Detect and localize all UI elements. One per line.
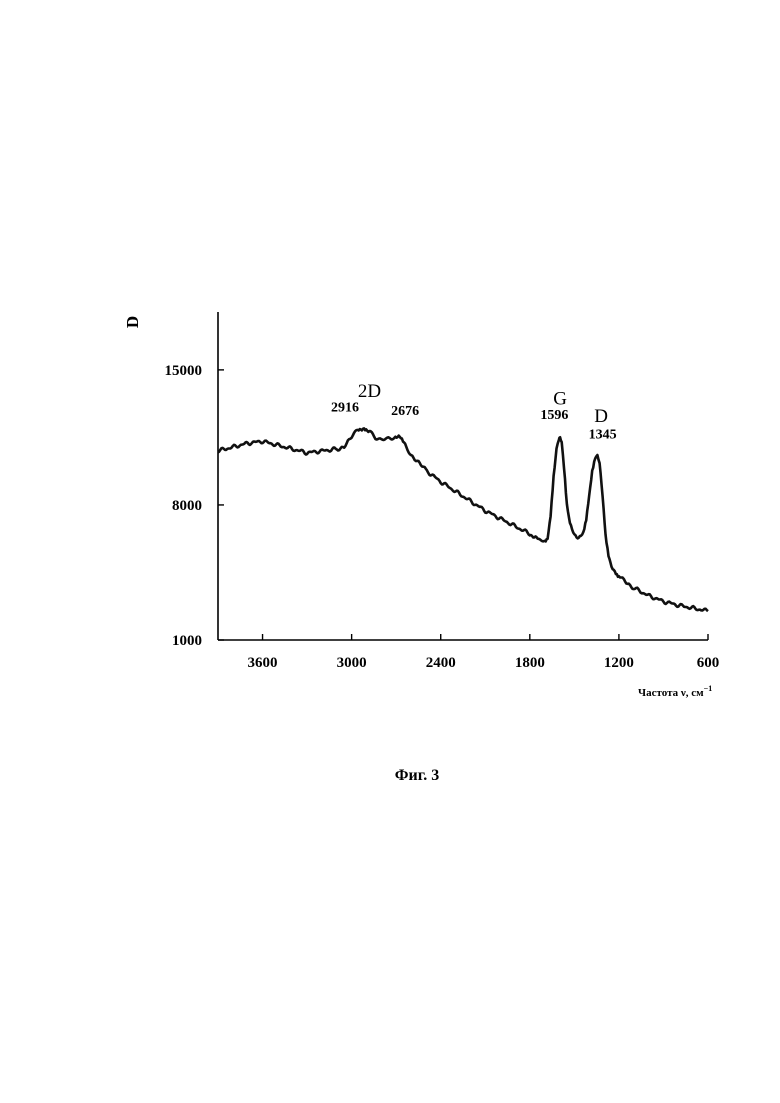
y-tick-label: 1000 [172,633,202,649]
x-tick-label: 600 [697,655,720,671]
y-axis-label: D [123,316,142,328]
figure-caption: Фиг. 3 [395,767,439,784]
band-label: D [594,406,608,427]
band-label: 2D [358,381,381,402]
x-tick-label: 3000 [337,655,367,671]
x-axis-label-text: Частота ν, см [638,687,704,699]
y-axis-ticks: 1000 8000 15000 [165,363,225,649]
x-tick-label: 2400 [426,655,456,671]
series-layer [218,428,708,611]
x-tick-label: 1800 [515,655,545,671]
x-tick-label: 1200 [604,655,634,671]
y-tick-label: 8000 [172,498,202,514]
spectrum-line [218,428,708,611]
x-tick-label: 3600 [248,655,278,671]
band-label: G [553,389,567,410]
peak-value-label: 1596 [540,408,568,423]
peak-value-label: 1345 [589,427,617,442]
x-axis-label: Частота ν, см−1 [638,684,712,699]
peak-value-label: 2676 [391,404,419,419]
peak-value-label: 2916 [331,400,359,415]
x-axis-label-unit-exponent: −1 [704,684,713,693]
chart-axes [218,312,708,640]
y-tick-label: 15000 [165,363,203,379]
